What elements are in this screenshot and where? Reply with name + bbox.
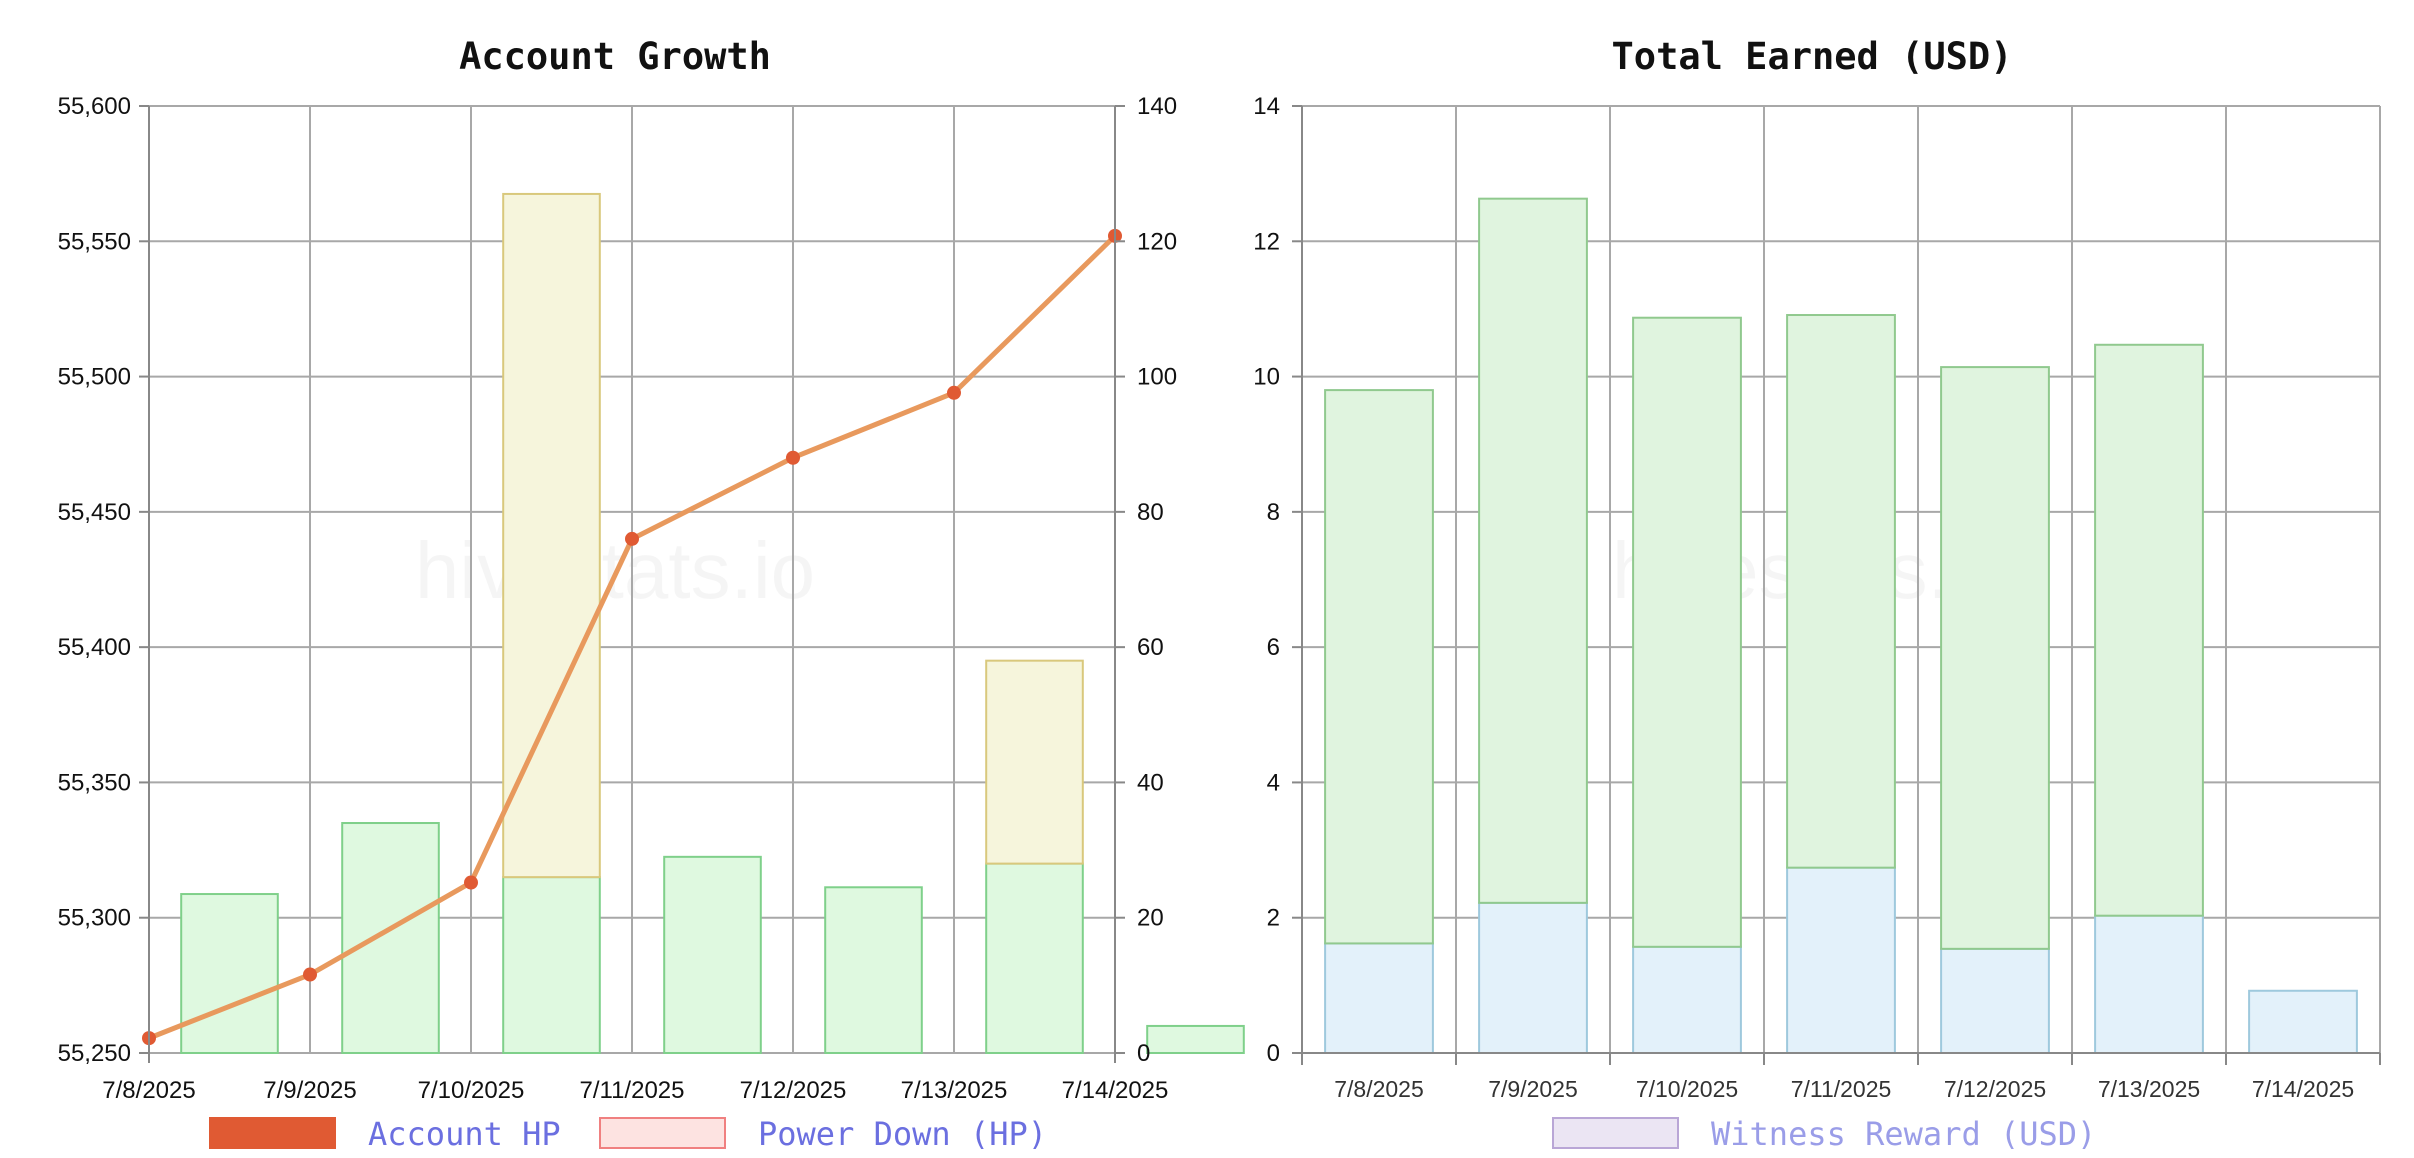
legend-swatch (599, 1117, 726, 1149)
y-tick-label: 0 (1267, 1040, 1280, 1067)
legend-label: Witness Reward (USD) (1711, 1115, 2096, 1153)
data-point (625, 531, 639, 546)
bar (824, 886, 923, 1055)
data-point (786, 450, 800, 465)
y-tick-label: 12 (1253, 228, 1280, 255)
bar (985, 659, 1084, 865)
account-hp-line-series (142, 228, 1122, 1046)
data-point (947, 385, 961, 400)
x-tick-label: 7/9/2025 (263, 1077, 356, 1104)
x-tick-label: 7/9/2025 (1488, 1076, 1578, 1102)
y-tick-label: 10 (1253, 364, 1280, 391)
bar (1478, 901, 1588, 1055)
y-left-tick-label: 55,550 (58, 228, 131, 255)
y-right-tick-label: 40 (1137, 769, 1164, 796)
y-left-tick-label: 55,450 (58, 499, 131, 526)
y-right-tick-label: 80 (1137, 499, 1164, 526)
y-left-tick-label: 55,500 (58, 364, 131, 391)
bar (1324, 942, 1434, 1055)
bar (180, 893, 279, 1055)
y-right-tick-label: 120 (1137, 228, 1177, 255)
data-point (303, 967, 317, 982)
bar (1324, 389, 1434, 945)
x-tick-label: 7/10/2025 (1636, 1076, 1738, 1102)
x-tick-label: 7/13/2025 (901, 1077, 1008, 1104)
bar (1632, 945, 1742, 1055)
legend-label: Power Down (HP) (758, 1115, 1047, 1153)
x-tick-label: 7/14/2025 (1062, 1077, 1169, 1104)
y-tick-label: 2 (1267, 905, 1280, 932)
legend-item-account-hp: Account HP (209, 1115, 561, 1153)
legend-swatch (1552, 1117, 1679, 1149)
bar (1632, 316, 1742, 948)
bar (1940, 947, 2050, 1055)
y-tick-label: 8 (1267, 499, 1280, 526)
axes (1301, 106, 2381, 1065)
total-earned-chart: hivestats.io 024681012147/8/20257/9/2025… (1253, 35, 2381, 1153)
bar (2094, 343, 2204, 917)
x-tick-label: 7/8/2025 (102, 1077, 195, 1104)
x-tick-label: 7/8/2025 (1334, 1076, 1424, 1102)
bar (985, 862, 1084, 1054)
y-tick-label: 4 (1267, 769, 1280, 796)
bar (1940, 366, 2050, 950)
chart-title: Total Earned (USD) (1612, 35, 2013, 78)
tick-labels: 0 2 4 6 8 10 12 14 7/8/2025 7/9/2025 7/10/2025 7/11… (1253, 93, 2354, 1102)
bar-series (180, 192, 1245, 1055)
bar (1478, 197, 1588, 904)
legend-item-power-down-hp: Power Down (HP) (599, 1115, 1047, 1153)
legend-swatch (209, 1117, 336, 1149)
bar (663, 855, 762, 1054)
x-tick-label: 7/14/2025 (2252, 1076, 2354, 1102)
bar (2248, 989, 2358, 1054)
chart-title: Account Growth (459, 35, 771, 78)
axes (148, 106, 1116, 1063)
x-tick-label: 7/10/2025 (418, 1077, 525, 1104)
y-left-tick-label: 55,300 (58, 905, 131, 932)
y-tick-label: 6 (1267, 634, 1280, 661)
bar (341, 822, 440, 1054)
legend-label: Account HP (368, 1115, 561, 1153)
bar (1786, 866, 1896, 1054)
x-tick-label: 7/11/2025 (580, 1077, 685, 1104)
y-right-tick-label: 20 (1137, 905, 1164, 932)
legend: Account HP Power Down (HP) (209, 1115, 1047, 1153)
x-tick-label: 7/12/2025 (740, 1077, 847, 1104)
bar (1146, 1024, 1245, 1055)
y-left-tick-label: 55,350 (58, 769, 131, 796)
account-growth-chart: hivestats.io 55,25055,30055,35055,40055,… (58, 35, 1245, 1153)
bar (502, 876, 601, 1055)
tick-labels: 55,250 55,300 55,350 55,400 55,450 55,500 55,5… (58, 93, 1177, 1104)
legend: Witness Reward (USD) (1552, 1115, 2096, 1153)
x-tick-label: 7/11/2025 (1791, 1076, 1892, 1102)
y-left-tick-label: 55,400 (58, 634, 131, 661)
y-left-tick-label: 55,250 (58, 1040, 131, 1067)
bar (2094, 914, 2204, 1054)
grid-lines (148, 105, 1116, 1054)
x-tick-label: 7/13/2025 (2098, 1076, 2200, 1102)
x-tick-label: 7/12/2025 (1944, 1076, 2046, 1102)
y-right-tick-label: 100 (1137, 364, 1177, 391)
data-point (464, 875, 478, 890)
y-right-tick-label: 140 (1137, 93, 1177, 120)
y-left-tick-label: 55,600 (58, 93, 131, 120)
y-tick-label: 14 (1253, 93, 1280, 120)
y-right-tick-label: 60 (1137, 634, 1164, 661)
legend-item-witness-reward-usd: Witness Reward (USD) (1552, 1115, 2096, 1153)
y-right-tick-label: 0 (1137, 1040, 1150, 1067)
bar (502, 192, 601, 879)
bar-series (1324, 197, 2358, 1055)
bar (1786, 314, 1896, 869)
